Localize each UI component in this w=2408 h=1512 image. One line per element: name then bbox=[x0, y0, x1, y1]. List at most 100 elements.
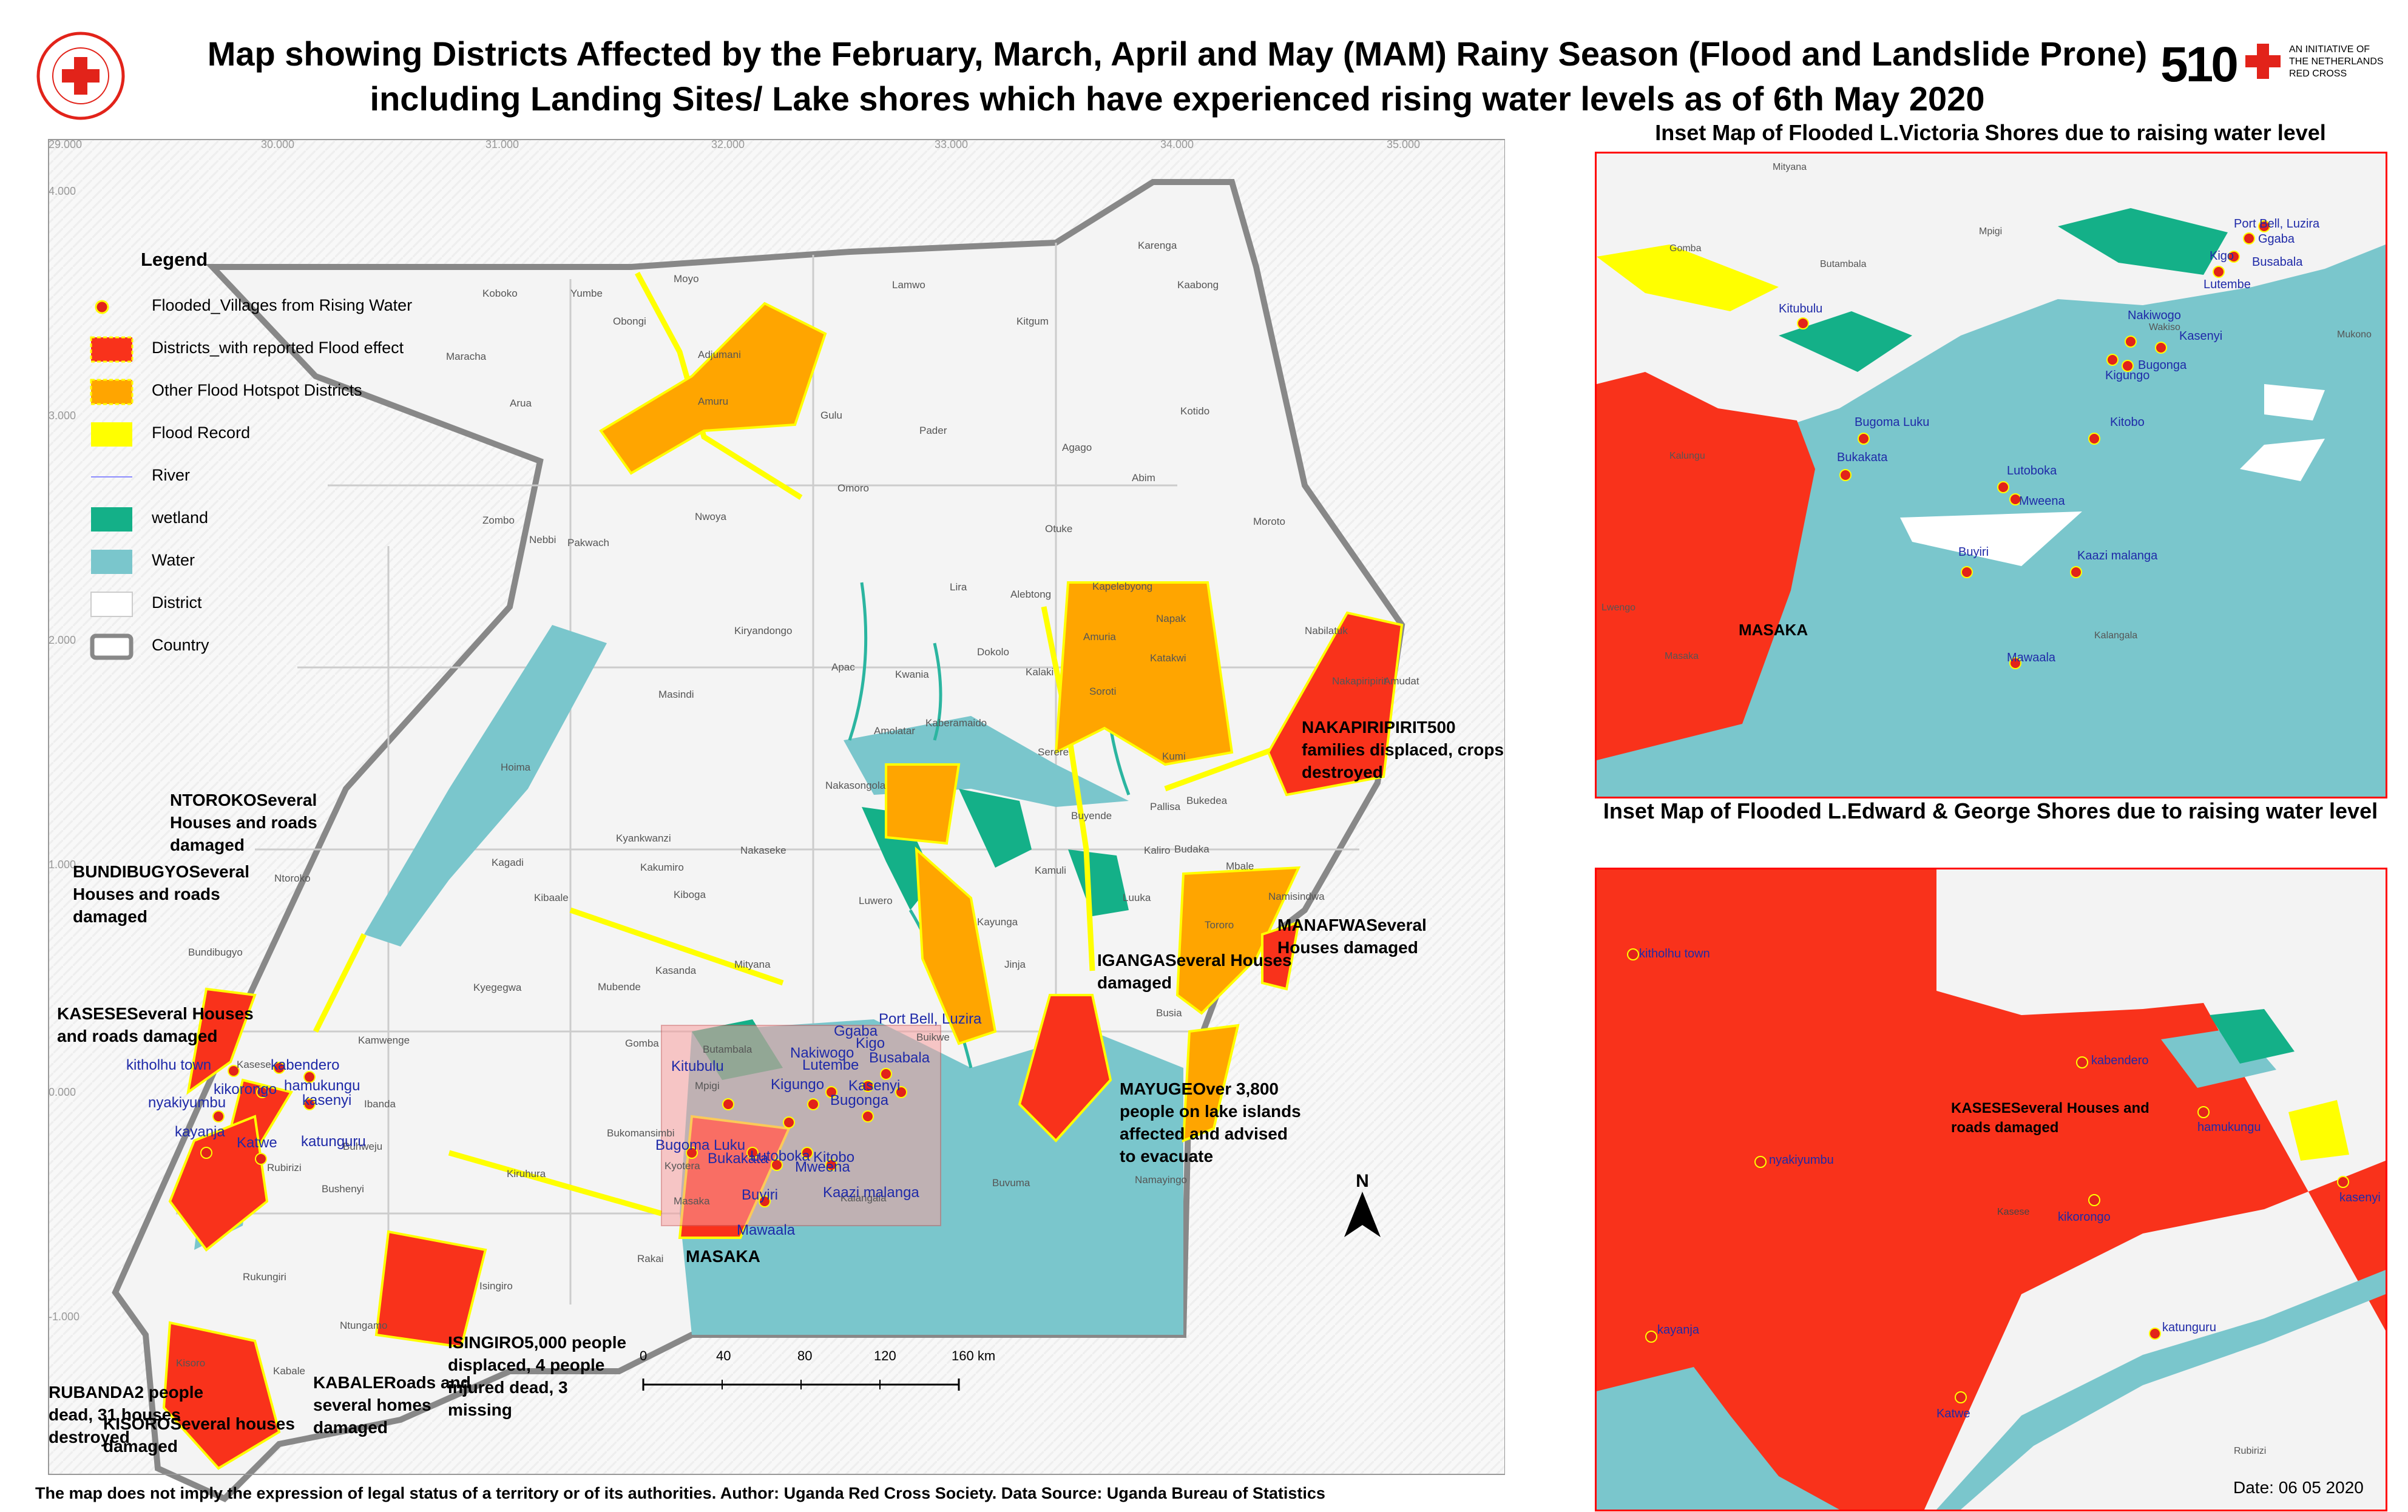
village-label: Kitobo bbox=[813, 1149, 855, 1166]
district-label: Nwoya bbox=[695, 511, 726, 522]
village-label: Kaazi malanga bbox=[823, 1184, 919, 1201]
district-label: Rukungiri bbox=[243, 1271, 286, 1283]
village-label: kikorongo bbox=[214, 1081, 277, 1098]
district-label: Bukedea bbox=[1186, 795, 1228, 806]
district-label: Otuke bbox=[1045, 523, 1073, 535]
north-arrow-icon bbox=[1344, 1192, 1381, 1237]
inset2-annotation-kasese: KASESESeveral Houses and roads damaged bbox=[1951, 1100, 2149, 1136]
village-label: Mweena bbox=[795, 1159, 850, 1175]
grid-label-left: -1.000 bbox=[49, 1311, 80, 1323]
legend-label: Water bbox=[152, 551, 195, 569]
inset1-village-label: Nakiwogo bbox=[2128, 309, 2181, 322]
inset1-village-label: Kitubulu bbox=[1779, 302, 1823, 316]
district-label: Jinja bbox=[1004, 959, 1026, 970]
red-fill-icon bbox=[90, 336, 134, 363]
wetland-fill-icon bbox=[91, 507, 132, 532]
inset1-place: Kalangala bbox=[2094, 630, 2138, 641]
district-label: Nakasongola bbox=[825, 780, 886, 791]
district-label: Masindi bbox=[658, 689, 694, 700]
district-label: Agago bbox=[1062, 442, 1092, 453]
district-label: Kapelebyong bbox=[1092, 581, 1153, 592]
district-label: Karenga bbox=[1138, 240, 1177, 251]
scale-tick: 0 bbox=[640, 1348, 648, 1363]
district-label: Kotido bbox=[1180, 405, 1210, 417]
legend-item-hotspot: Other Flood Hotspot Districts bbox=[90, 374, 466, 408]
district-label: Alebtong bbox=[1010, 589, 1052, 600]
district-label: Kabale bbox=[273, 1365, 305, 1377]
inset1-village-label: Kigo bbox=[2210, 249, 2234, 263]
district-label: Kibaale bbox=[534, 892, 569, 903]
village-label: hamukungu bbox=[284, 1078, 360, 1094]
village-label: Buyiri bbox=[742, 1187, 779, 1203]
legend-item-flood-record: Flood Record bbox=[90, 416, 466, 450]
district-label: Nakaseke bbox=[740, 845, 786, 856]
inset2-village-label: kabendero bbox=[2091, 1054, 2149, 1067]
legend-label: District bbox=[152, 593, 202, 612]
district-label: Mbale bbox=[1226, 860, 1254, 872]
district-label: Zombo bbox=[482, 515, 515, 526]
legend-item-flood-districts: Districts_with reported Flood effect bbox=[90, 331, 466, 365]
district-label: Amolatar bbox=[874, 725, 916, 737]
district-label: Bushenyi bbox=[322, 1183, 364, 1195]
district-label: Kakumiro bbox=[640, 862, 684, 873]
inset1-village-label: Kasenyi bbox=[2179, 329, 2223, 343]
district-label: Ibanda bbox=[364, 1098, 396, 1110]
village-label: Bugonga bbox=[830, 1092, 889, 1109]
village-label: Lutembe bbox=[802, 1057, 859, 1073]
map-title-line1: Map showing Districts Affected by the Fe… bbox=[207, 35, 2148, 73]
inset1-village-label: Bugoma Luku bbox=[1855, 416, 1930, 429]
district-label: Kisoro bbox=[176, 1357, 206, 1369]
district-label: Apac bbox=[831, 661, 855, 673]
grid-label-top: 30.000 bbox=[261, 138, 295, 150]
village-label: Mawaala bbox=[737, 1222, 796, 1238]
footer-disclaimer: The map does not imply the expression of… bbox=[35, 1484, 1325, 1502]
district-label: Kitgum bbox=[1016, 316, 1049, 327]
inset2-village-label: kasenyi bbox=[2339, 1191, 2381, 1204]
district-label: Pader bbox=[919, 425, 947, 436]
inset1-place: Butambala bbox=[1820, 259, 1867, 269]
main-map[interactable] bbox=[24, 121, 1505, 1511]
district-label: Napak bbox=[1156, 613, 1186, 624]
district-label: Amuria bbox=[1083, 631, 1116, 643]
district-label: Serere bbox=[1038, 746, 1069, 758]
legend-item-district: District bbox=[90, 586, 466, 620]
district-label: Mpigi bbox=[695, 1080, 720, 1092]
annotation-manafwa: MANAFWASeveral Houses damaged bbox=[1277, 916, 1427, 957]
district-label: Kiboga bbox=[674, 889, 706, 900]
logo-510: 510 AN INITIATIVE OF THE NETHERLANDS RED… bbox=[2160, 36, 2391, 97]
inset-map-lake-edward-george[interactable]: kitholhu town kabendero nyakiyumbu kikor… bbox=[1595, 868, 2387, 1511]
district-label: Kaliro bbox=[1144, 845, 1171, 856]
annotation-kisoro: KISOROSeveral houses damaged bbox=[103, 1414, 295, 1456]
inset1-village-label: Bukakata bbox=[1837, 451, 1888, 464]
legend-label: wetland bbox=[152, 508, 209, 527]
inset-map-lake-victoria[interactable]: Port Bell, Luzira Ggaba Kigo Busabala Lu… bbox=[1595, 152, 2387, 798]
annotation-kabale: KABALERoads and several homes damaged bbox=[313, 1373, 471, 1437]
district-label: Lira bbox=[950, 581, 967, 593]
inset1-place: Wakiso bbox=[2149, 322, 2180, 332]
village-label: Busabala bbox=[869, 1050, 930, 1066]
map-title-line2: including Landing Sites/ Lake shores whi… bbox=[370, 79, 1985, 118]
grid-label-left: 4.000 bbox=[49, 185, 76, 197]
district-label: Mityana bbox=[734, 959, 771, 970]
district-label: Buhweju bbox=[343, 1141, 383, 1152]
legend-label: Other Flood Hotspot Districts bbox=[152, 381, 362, 399]
district-label: Masaka bbox=[674, 1195, 710, 1207]
village-label: Bugoma Luku bbox=[655, 1137, 746, 1153]
village-label: Kasenyi bbox=[848, 1078, 901, 1094]
grid-label-top: 35.000 bbox=[1387, 138, 1421, 150]
district-label: Kiruhura bbox=[507, 1168, 546, 1180]
orange-fill-icon bbox=[90, 379, 134, 405]
district-label: Pallisa bbox=[1150, 801, 1181, 812]
district-label: Kaabong bbox=[1177, 279, 1219, 291]
district-label: Nebbi bbox=[529, 534, 556, 545]
annotation-masaka: MASAKA bbox=[686, 1247, 760, 1266]
district-label: Kalangala bbox=[840, 1192, 887, 1204]
legend-label: Flooded_Villages from Rising Water bbox=[152, 296, 413, 314]
scale-tick: 80 bbox=[797, 1348, 813, 1363]
inset1-village-label: Mawaala bbox=[2007, 651, 2056, 664]
scale-tick: 120 bbox=[874, 1348, 896, 1363]
district-label: Bundibugyo bbox=[188, 947, 243, 958]
district-label: Ntoroko bbox=[274, 872, 311, 884]
district-label: Kaberamaido bbox=[925, 717, 987, 729]
inset1-village-label: Port Bell, Luzira bbox=[2234, 217, 2320, 231]
